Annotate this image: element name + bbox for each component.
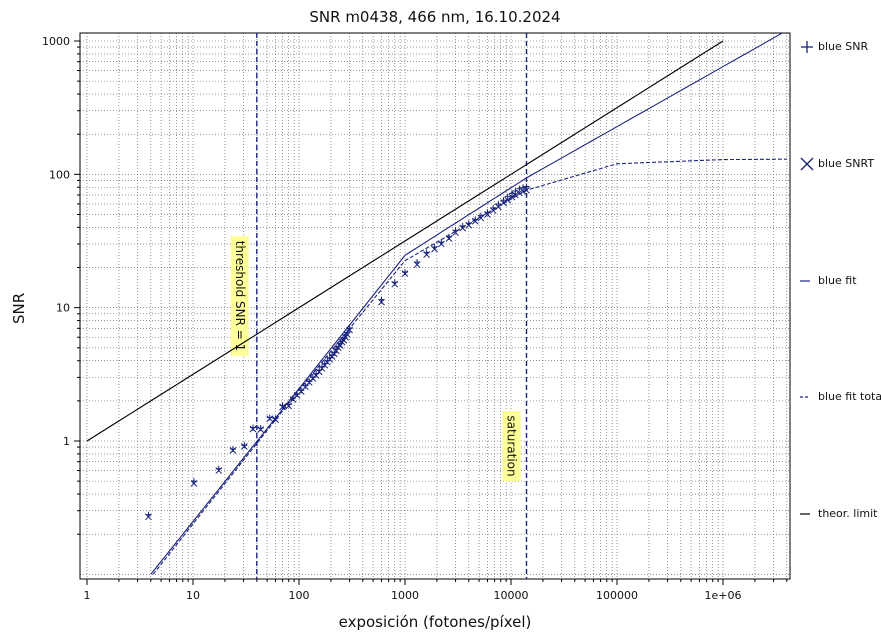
x-axis-label: exposición (fotones/píxel) [338,613,532,631]
dashed-line-icon [800,389,814,403]
legend-item-blue-snrt: blue SNRT [800,153,874,173]
snrt-point [495,203,502,211]
threshold-annotation: threshold SNR = 1 [230,236,249,356]
snr-point [298,387,305,394]
y-tick-label: 100 [49,168,70,181]
snrt-point [445,235,453,242]
legend-item-blue-fit: blue fit [800,270,857,290]
y-tick-label: 1 [63,435,70,448]
snrt-point [471,217,479,225]
snrt-point [477,214,485,222]
x-tick-label: 100 [289,589,310,602]
x-tick-label: 100000 [596,589,638,602]
snrt-point [465,221,473,229]
solid-line-icon [800,273,814,287]
y-tick-label: 1000 [42,35,70,48]
snr-point [516,185,523,192]
snrt-point [279,403,286,411]
blue-fit-line [150,33,784,575]
snrt-point [413,261,421,269]
snrt-point [266,415,274,423]
snrt-point [343,331,351,338]
legend-item-theor-limit: theor. limit [800,503,878,523]
snr-point [504,193,511,200]
x-tick-label: 1e+06 [705,589,742,602]
snrt-point [500,199,507,207]
annotation-background [230,236,249,356]
snrt-point [431,245,438,253]
snr-point [500,197,507,204]
snrt-point [272,416,279,423]
snrt-point [257,426,265,433]
snr-point [306,378,313,385]
snrt-point [215,467,223,474]
snrt-point [249,425,257,433]
x-tick-label: 10000 [494,589,529,602]
solid-line-icon [800,506,814,520]
legend-item-blue-fit-total: blue fit total [800,386,881,406]
legend-label: blue SNR [818,39,869,53]
snrt-point [229,447,237,454]
legend-item-blue-snr: blue SNR [800,36,868,56]
snrt-point [512,191,519,199]
snrt-point [240,443,248,450]
cross-marker-icon [800,156,814,171]
threshold-annotation-label: threshold SNR = 1 [233,241,247,352]
x-tick-label: 10 [186,589,200,602]
snr-point [241,442,248,449]
snrt-point [423,251,430,258]
snrt-point [391,280,399,288]
saturation-annotation: saturation [502,411,521,481]
x-tick-label: 1 [84,589,91,602]
snr-point [495,200,502,207]
snrt-point [523,186,530,194]
snrt-point [346,326,353,334]
annotation-background [502,411,521,481]
snrt-point [516,189,523,197]
chart-title: SNR m0438, 466 nm, 16.10.2024 [309,8,561,26]
snrt-point [145,513,152,521]
legend-label: blue SNRT [818,156,875,170]
x-tick-label: 1000 [391,589,419,602]
snrt-point [452,229,459,237]
snr-point [266,414,273,421]
y-tick-label: 10 [56,302,70,315]
snrt-point [484,211,491,218]
snrt-point [378,298,385,306]
snr-point [272,415,279,422]
snr-point [523,183,530,190]
snrt-point [336,342,344,349]
snr-point [302,382,309,389]
snrt-point [508,193,516,201]
snr-point [520,184,527,191]
snrt-point [489,207,497,214]
plot-frame [79,32,791,580]
snrt-point [190,480,198,487]
snrt-point [401,270,409,277]
blue-fit-total-line [152,158,787,575]
snrt-point [285,402,293,410]
theor-limit-line [86,40,724,442]
snrt-point [437,240,445,248]
snrt-point [330,350,338,358]
plus-marker-icon [800,39,814,53]
saturation-annotation-label: saturation [504,415,518,476]
snrt-point [459,224,467,232]
snrt-point [504,196,512,204]
legend-label: blue fit [818,273,857,287]
legend-label: theor. limit [818,506,878,520]
legend-label: blue fit total [818,389,881,403]
snrt-point [332,347,340,355]
